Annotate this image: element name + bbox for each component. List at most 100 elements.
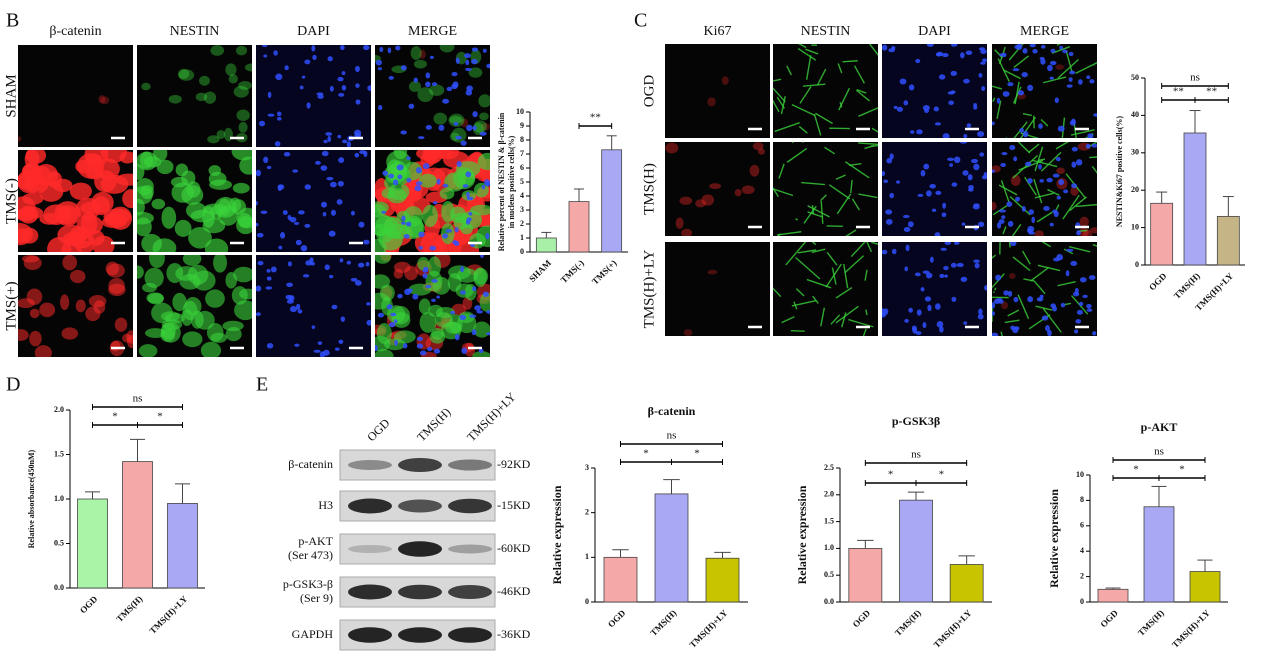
cell xyxy=(473,120,487,133)
cell xyxy=(419,311,437,333)
y-axis-label: in nucleus positive cells(%) xyxy=(507,135,516,228)
cell xyxy=(479,292,490,312)
sig-label: * xyxy=(694,448,700,460)
cell xyxy=(451,127,467,143)
band xyxy=(398,584,442,600)
neurite xyxy=(871,242,878,245)
image-bg xyxy=(665,44,770,138)
cell xyxy=(960,52,965,59)
cell xyxy=(432,201,438,205)
cell xyxy=(444,172,466,192)
cell xyxy=(908,84,915,91)
cell xyxy=(160,311,181,322)
cell xyxy=(960,276,968,282)
x-tick-label: TMS(H)+LY xyxy=(687,607,729,649)
significance: ** xyxy=(1161,86,1196,103)
cell xyxy=(377,312,385,318)
y-tick-label: 6 xyxy=(520,163,524,172)
cell xyxy=(276,116,282,121)
cell xyxy=(260,210,268,214)
cell xyxy=(1071,146,1078,152)
neurite xyxy=(1030,266,1050,282)
cell xyxy=(695,199,707,208)
cell xyxy=(18,223,33,246)
cell xyxy=(466,196,474,201)
cell xyxy=(917,193,924,197)
cell xyxy=(950,70,958,76)
cell xyxy=(934,232,941,236)
cell xyxy=(707,269,718,275)
cell xyxy=(286,282,293,287)
cell xyxy=(963,78,970,84)
image-content xyxy=(665,142,765,236)
cell xyxy=(907,221,914,228)
column-header: MERGE xyxy=(408,24,457,39)
cell xyxy=(1086,303,1092,309)
cell xyxy=(1000,301,1009,310)
neurite xyxy=(1000,331,1003,336)
sig-label: ns xyxy=(667,430,677,442)
x-tick-label: OGD xyxy=(78,593,100,615)
neurite xyxy=(1009,195,1031,216)
cell xyxy=(1078,79,1083,85)
cell xyxy=(486,310,490,314)
cell xyxy=(277,111,282,117)
micrograph xyxy=(256,150,371,252)
cell xyxy=(951,296,957,302)
cell xyxy=(108,206,133,230)
cell xyxy=(256,285,262,292)
cell xyxy=(151,198,166,210)
sig-label: ns xyxy=(911,449,921,461)
significance: * xyxy=(915,469,968,486)
y-tick-label: 8 xyxy=(1080,495,1084,504)
cell xyxy=(317,94,324,99)
cell xyxy=(419,49,426,59)
cell xyxy=(941,52,949,58)
cell xyxy=(34,164,59,187)
cell xyxy=(915,58,921,64)
cell xyxy=(950,90,956,94)
y-axis-label: Relative expression xyxy=(795,485,809,584)
micrograph xyxy=(137,255,252,357)
neurite xyxy=(799,86,812,104)
error-bar xyxy=(130,438,145,462)
cell xyxy=(433,348,441,354)
neurite xyxy=(802,83,826,87)
cell xyxy=(1009,144,1016,151)
bar xyxy=(603,556,638,603)
cell xyxy=(1007,82,1014,87)
size-label: -92KD xyxy=(497,457,531,471)
cell xyxy=(461,347,468,354)
cell xyxy=(439,187,455,200)
cell xyxy=(375,345,378,352)
cell xyxy=(466,217,472,222)
cell xyxy=(402,161,423,181)
cell xyxy=(450,206,466,221)
protein-label: p-GSK3-β xyxy=(283,577,333,591)
cell xyxy=(465,89,473,96)
neurite xyxy=(845,229,857,236)
cell xyxy=(408,81,422,92)
neurite xyxy=(781,316,795,324)
image-content xyxy=(258,45,371,147)
neurite xyxy=(998,184,1018,196)
cell xyxy=(453,121,459,126)
cell xyxy=(408,103,415,109)
cell xyxy=(449,116,463,124)
neurite xyxy=(992,254,996,259)
cell xyxy=(1050,303,1056,309)
image-bg xyxy=(18,45,133,147)
sig-label: * xyxy=(1133,464,1139,476)
cell xyxy=(234,300,252,321)
cell xyxy=(478,348,484,354)
image-content xyxy=(256,257,371,357)
cell xyxy=(357,262,365,268)
neurite xyxy=(1017,294,1030,320)
image-content xyxy=(992,142,1097,236)
cell xyxy=(1043,206,1050,211)
sig-label: ** xyxy=(590,112,601,124)
cell xyxy=(460,290,467,295)
band xyxy=(398,458,442,472)
micrograph xyxy=(665,44,770,138)
cell xyxy=(1036,297,1044,302)
